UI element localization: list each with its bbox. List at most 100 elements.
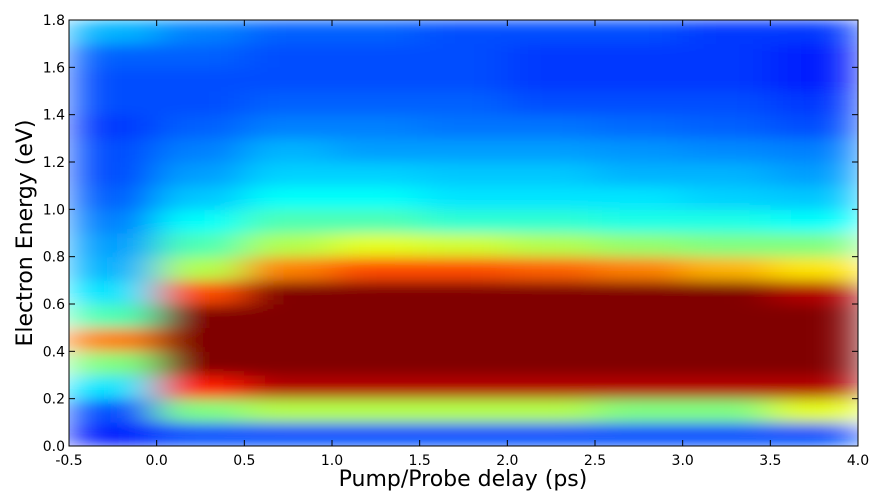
heat-cell [156, 114, 245, 139]
heat-cell [595, 209, 684, 234]
heat-cell [770, 422, 858, 446]
heat-cell [332, 304, 421, 329]
heat-cell [595, 67, 684, 92]
heat-cell [595, 43, 684, 68]
heat-cell [507, 256, 596, 281]
heat-cell [332, 209, 421, 234]
heat-cell [770, 43, 858, 68]
heat-cell [244, 422, 333, 446]
x-tick-label: -0.5 [55, 453, 82, 469]
heat-cell [156, 327, 245, 352]
heat-cell [69, 91, 158, 116]
heat-cell [682, 280, 771, 305]
heat-cell [419, 398, 508, 423]
heat-cell [770, 398, 858, 423]
heat-cell [770, 375, 858, 400]
y-tick-label: 0.4 [43, 344, 65, 360]
y-tick-label: 1.6 [43, 60, 65, 76]
heat-cell [770, 67, 858, 92]
heat-cell [770, 233, 858, 258]
heat-cell [69, 162, 158, 187]
heat-cell [507, 114, 596, 139]
heat-cell [69, 398, 158, 423]
heat-cell [244, 43, 333, 68]
x-axis-label: Pump/Probe delay (ps) [339, 467, 588, 492]
heat-cell [244, 256, 333, 281]
x-tick-label: 1.0 [321, 453, 343, 469]
heat-cell [770, 91, 858, 116]
y-tick-label: 1.8 [43, 13, 65, 29]
heat-cell [595, 351, 684, 376]
heat-cell [244, 20, 333, 45]
heat-cell [244, 67, 333, 92]
heat-cell [682, 351, 771, 376]
axes: -0.5 0.0 0.5 1.0 1.5 2.0 2.5 3.0 3.5 4.00.00.20.4… [43, 13, 869, 469]
heat-cell [682, 304, 771, 329]
heat-cell [156, 233, 245, 258]
heat-cell [156, 67, 245, 92]
heat-cell [156, 138, 245, 163]
heat-cell [419, 422, 508, 446]
heat-cell [156, 43, 245, 68]
heat-cell [419, 91, 508, 116]
y-tick-label: 1.2 [43, 155, 65, 171]
heat-cell [682, 256, 771, 281]
heat-cell [69, 185, 158, 210]
heat-cell [507, 398, 596, 423]
heat-cell [244, 327, 333, 352]
heat-cell [156, 422, 245, 446]
heat-cell [507, 327, 596, 352]
heat-cell [595, 138, 684, 163]
heat-cell [682, 162, 771, 187]
heat-cell [419, 375, 508, 400]
heat-cell [69, 20, 158, 45]
heat-cell [770, 304, 858, 329]
heat-cell [419, 233, 508, 258]
heat-cell [156, 20, 245, 45]
heat-cell [156, 304, 245, 329]
heat-cell [770, 114, 858, 139]
heat-cell [682, 67, 771, 92]
heat-cell [419, 162, 508, 187]
heat-cell [682, 209, 771, 234]
heat-cell [595, 375, 684, 400]
heat-cell [682, 91, 771, 116]
y-tick-label: 1.0 [43, 202, 65, 218]
y-tick-label: 1.4 [43, 108, 65, 124]
heat-cell [244, 138, 333, 163]
heat-cell [507, 351, 596, 376]
heat-cell [419, 20, 508, 45]
heat-cell [332, 20, 421, 45]
heat-cell [244, 375, 333, 400]
heat-cell [244, 280, 333, 305]
heat-cell [507, 209, 596, 234]
heat-cell [332, 91, 421, 116]
heat-cell [595, 20, 684, 45]
heat-cell [244, 209, 333, 234]
heat-cell [69, 138, 158, 163]
heat-cell [770, 351, 858, 376]
heat-cell [332, 138, 421, 163]
heat-cell [682, 185, 771, 210]
heat-cell [156, 185, 245, 210]
heat-cell [69, 422, 158, 446]
heat-cell [419, 185, 508, 210]
heat-cell [507, 280, 596, 305]
heat-cell [507, 233, 596, 258]
heat-cell [69, 43, 158, 68]
heat-cell [507, 162, 596, 187]
heat-cell [595, 422, 684, 446]
x-tick-label: 2.5 [584, 453, 606, 469]
heat-cell [332, 398, 421, 423]
heat-cell [69, 351, 158, 376]
heat-cell [507, 375, 596, 400]
y-tick-label: 0.2 [43, 392, 65, 408]
heat-cell [244, 351, 333, 376]
heat-cell [682, 43, 771, 68]
heat-cell [595, 114, 684, 139]
heat-cell [332, 351, 421, 376]
heat-cell [332, 256, 421, 281]
heat-cell [69, 209, 158, 234]
heat-cell [69, 256, 158, 281]
